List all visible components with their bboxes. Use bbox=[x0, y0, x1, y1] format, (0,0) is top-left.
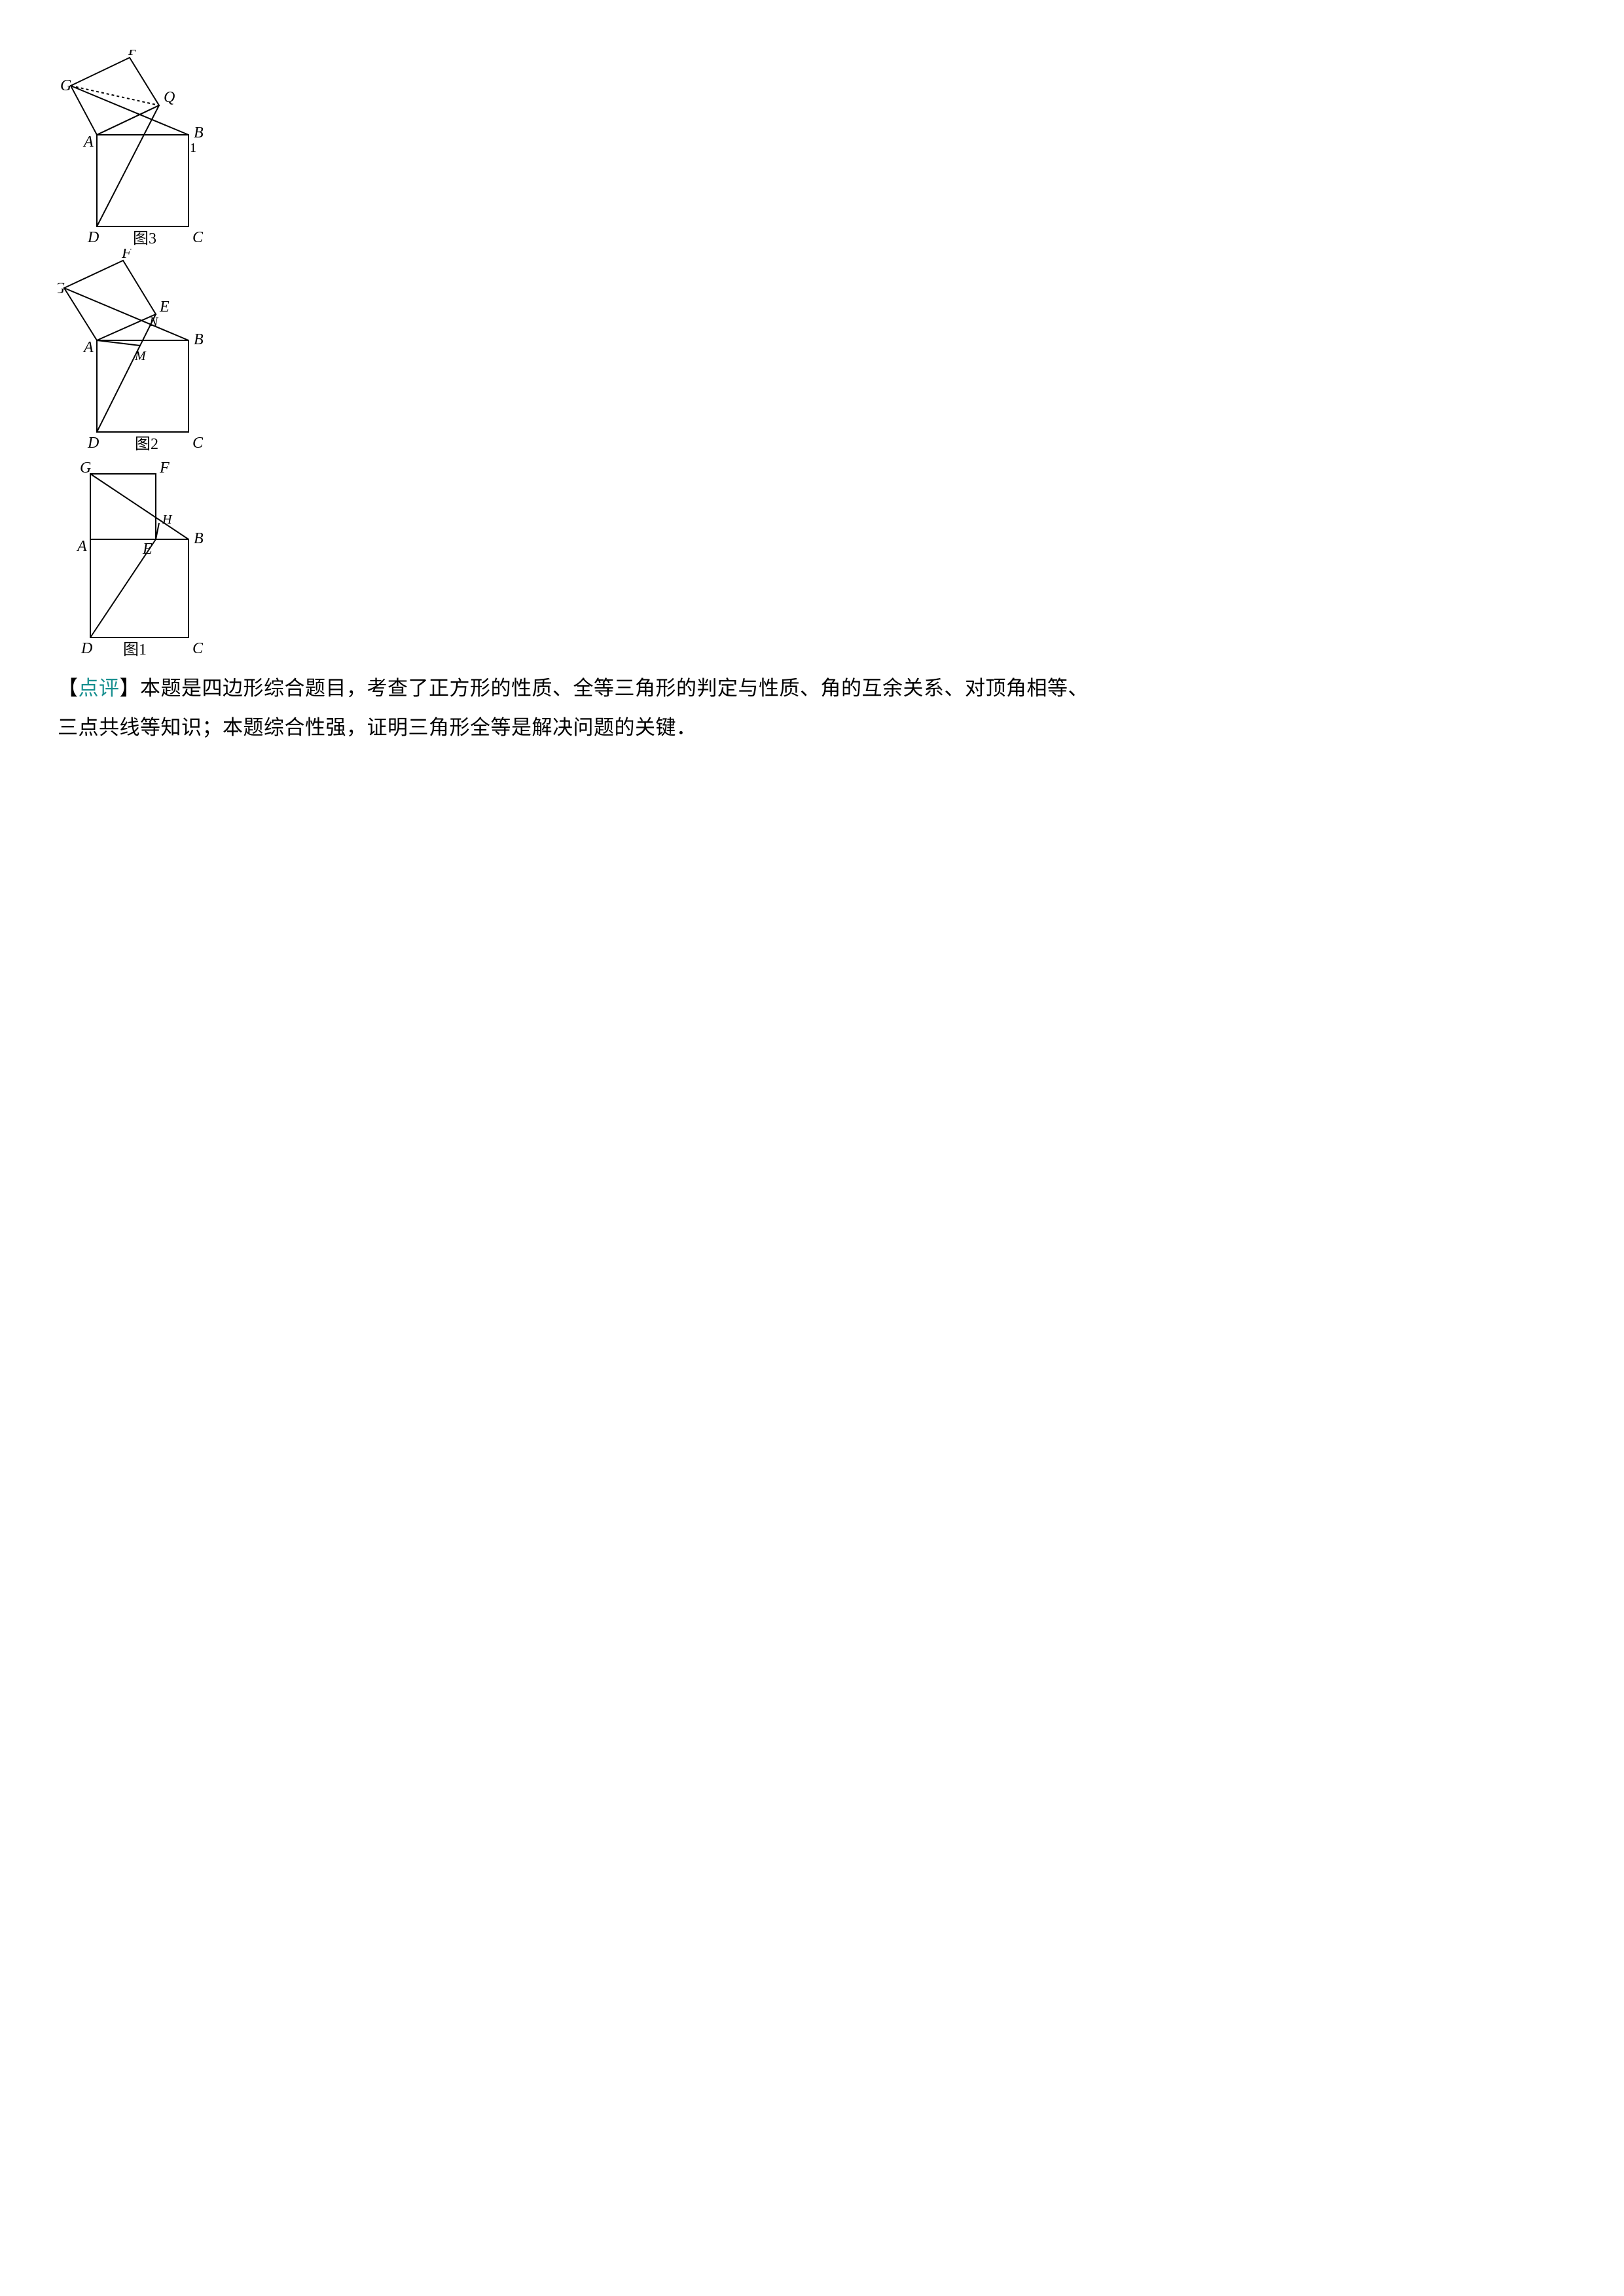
svg-text:D: D bbox=[87, 435, 99, 452]
figure-1-caption: 图1 bbox=[123, 641, 147, 657]
svg-text:N: N bbox=[149, 315, 159, 329]
svg-text:1: 1 bbox=[190, 141, 196, 155]
svg-text:B: B bbox=[194, 331, 204, 348]
svg-text:G: G bbox=[60, 77, 71, 94]
svg-text:E: E bbox=[142, 541, 153, 558]
figure-3-caption: 图3 bbox=[133, 230, 156, 246]
svg-text:C: C bbox=[192, 229, 204, 246]
figure-3: F G Q A B 1 D C 图3 bbox=[58, 50, 228, 246]
bracket-open: 【 bbox=[58, 677, 79, 700]
svg-text:A: A bbox=[82, 134, 94, 151]
commentary-line1: 本题是四边形综合题目，考查了正方形的性质、全等三角形的判定与性质、角的互余关系、… bbox=[140, 677, 1089, 700]
figure-2-caption: 图2 bbox=[135, 436, 158, 452]
svg-text:B: B bbox=[194, 124, 204, 141]
svg-text:C: C bbox=[192, 435, 204, 452]
commentary-label: 点评 bbox=[79, 677, 120, 700]
svg-text:F: F bbox=[128, 50, 138, 59]
svg-text:H: H bbox=[162, 512, 173, 527]
svg-text:B: B bbox=[194, 530, 204, 547]
svg-text:A: A bbox=[82, 339, 94, 356]
figure-2: F G E N A M B D C 图2 bbox=[58, 249, 228, 452]
svg-text:M: M bbox=[134, 349, 147, 363]
svg-text:F: F bbox=[159, 459, 170, 476]
svg-text:D: D bbox=[87, 229, 99, 246]
svg-text:C: C bbox=[192, 640, 204, 657]
svg-text:F: F bbox=[121, 249, 132, 262]
svg-text:E: E bbox=[159, 298, 170, 315]
svg-text:A: A bbox=[76, 538, 87, 555]
svg-text:D: D bbox=[81, 640, 92, 657]
commentary-line2: 三点共线等知识；本题综合性强，证明三角形全等是解决问题的关键． bbox=[58, 716, 697, 739]
svg-text:G: G bbox=[80, 459, 91, 476]
commentary-block: 【点评】本题是四边形综合题目，考查了正方形的性质、全等三角形的判定与性质、角的互… bbox=[58, 669, 1566, 748]
svg-text:G: G bbox=[58, 280, 65, 297]
svg-text:Q: Q bbox=[164, 89, 175, 106]
bracket-close: 】 bbox=[120, 677, 141, 700]
figure-1: G F H A E B D C 图1 bbox=[58, 454, 228, 657]
